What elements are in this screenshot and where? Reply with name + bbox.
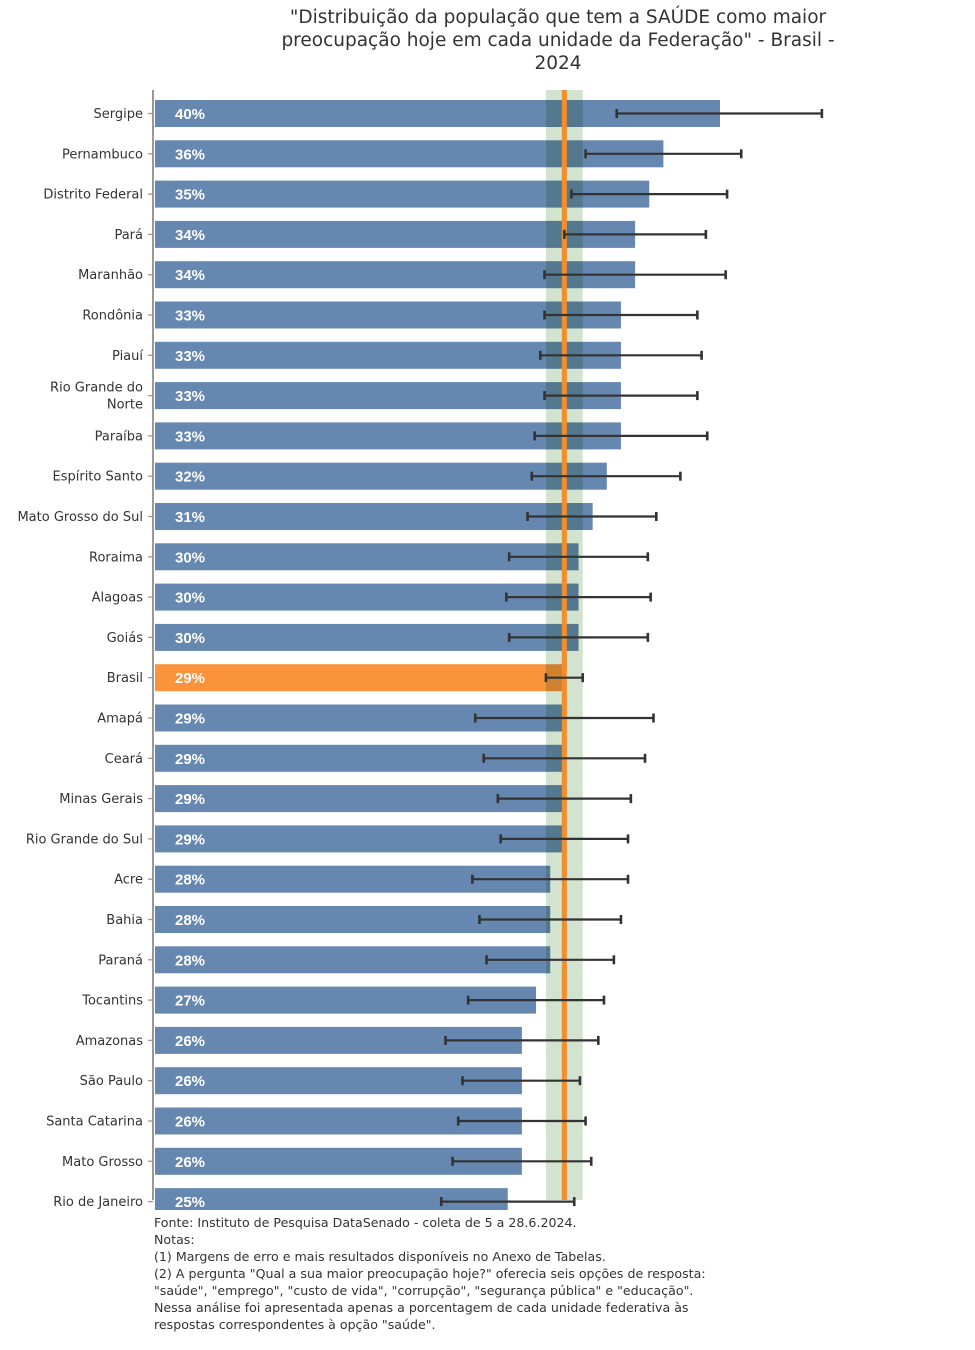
value-label-17: 29% [175,791,205,808]
error-bar-16 [482,753,647,763]
value-label-5: 33% [175,308,205,325]
note-2: (2) A pergunta "Qual a sua maior preocup… [154,1266,710,1332]
category-label-9: Espírito Santo [53,470,144,485]
value-label-20: 28% [175,912,205,929]
category-label-20: Bahia [106,913,143,928]
category-label-22: Tocantins [81,994,143,1009]
value-label-25: 26% [175,1114,205,1131]
category-label-5: Rondônia [82,309,143,324]
error-bar-4 [543,270,727,280]
category-label-19: Acre [114,873,143,888]
value-label-24: 26% [175,1073,205,1090]
error-bar-0 [615,109,824,118]
value-label-10: 31% [175,509,205,526]
category-label-17: Minas Gerais [59,792,143,807]
error-bar-25 [456,1116,587,1126]
error-bar-15 [473,713,655,723]
category-label-7: Rio Grande do Norte [50,381,143,413]
value-label-12: 30% [175,590,205,607]
error-bar-9 [530,471,682,481]
error-bar-6 [538,350,703,360]
error-bar-5 [543,310,699,320]
chart-title: "Distribuição da população que tem a SAÚ… [281,7,835,74]
value-label-9: 32% [175,469,205,486]
value-label-18: 29% [175,831,205,848]
error-bar-22 [466,995,606,1005]
value-label-15: 29% [175,711,205,728]
error-bar-2 [570,189,729,199]
error-bar-21 [485,955,616,965]
error-bar-19 [471,874,630,884]
category-label-16: Ceará [105,752,143,767]
error-bar-7 [543,391,699,401]
category-label-15: Amapá [97,712,143,727]
error-bar-26 [451,1156,593,1166]
value-label-2: 35% [175,187,205,204]
footnotes: Fonte: Instituto de Pesquisa DataSenado … [154,1214,714,1333]
error-bar-8 [533,431,709,441]
bar-chart: 40% 36% 35% 34% 34% 33% 33% 33% 33% 32% 31% 30% 30% 3… [17,90,824,1210]
error-bar-3 [563,229,708,239]
value-label-7: 33% [175,388,205,405]
error-bar-10 [526,512,658,521]
category-label-21: Paraná [98,953,143,968]
value-label-23: 26% [175,1033,205,1050]
error-bar-11 [507,552,650,562]
error-bar-17 [496,794,633,804]
category-label-23: Amazonas [76,1034,144,1049]
category-label-3: Pará [114,228,143,243]
error-bar-13 [507,632,650,642]
category-label-4: Maranhão [78,268,143,283]
value-label-8: 33% [175,428,205,445]
category-label-0: Sergipe [94,107,143,122]
category-label-18: Rio Grande do Sul [26,832,143,847]
value-label-21: 28% [175,952,205,969]
category-label-10: Mato Grosso do Sul [17,510,143,525]
error-bar-1 [584,149,743,159]
value-label-0: 40% [175,106,205,123]
category-label-24: São Paulo [80,1074,143,1089]
value-label-19: 28% [175,872,205,889]
category-label-26: Mato Grosso [62,1155,143,1170]
value-label-26: 26% [175,1154,205,1171]
category-label-2: Distrito Federal [43,188,143,203]
category-label-14: Brasil [107,671,143,686]
value-label-22: 27% [175,993,205,1010]
category-label-13: Goiás [107,631,144,646]
category-label-6: Piauí [112,349,143,364]
bar-10 [155,503,593,530]
error-bar-12 [505,592,652,602]
bar-18 [155,825,565,853]
reference-line [561,90,567,1200]
value-label-27: 25% [175,1194,205,1210]
note-1: (1) Margens de erro e mais resultados di… [154,1249,606,1264]
error-bar-24 [461,1076,582,1086]
category-label-8: Paraíba [95,429,143,444]
bar-17 [155,785,565,813]
value-label-4: 34% [175,267,205,284]
category-label-25: Santa Catarina [46,1115,143,1130]
value-label-11: 30% [175,549,205,566]
value-label-1: 36% [175,146,205,163]
error-bar-18 [499,834,630,844]
value-label-6: 33% [175,348,205,365]
value-label-13: 30% [175,630,205,647]
notes-heading: Notas: [154,1232,195,1247]
category-label-12: Alagoas [92,591,144,606]
bar-21 [155,946,551,974]
error-bar-23 [444,1035,600,1045]
bar-27 [155,1188,508,1210]
error-bar-14 [544,673,585,683]
error-bar-27 [439,1197,576,1207]
category-label-27: Rio de Janeiro [53,1195,143,1210]
value-label-14: 29% [175,670,205,687]
value-label-16: 29% [175,751,205,768]
category-label-11: Roraima [89,550,143,565]
bar-24 [155,1067,522,1095]
error-bar-20 [478,915,623,924]
category-label-1: Pernambuco [62,147,143,162]
bar-14 [155,664,565,692]
value-label-3: 34% [175,227,205,244]
source-note: Fonte: Instituto de Pesquisa DataSenado … [154,1215,577,1230]
